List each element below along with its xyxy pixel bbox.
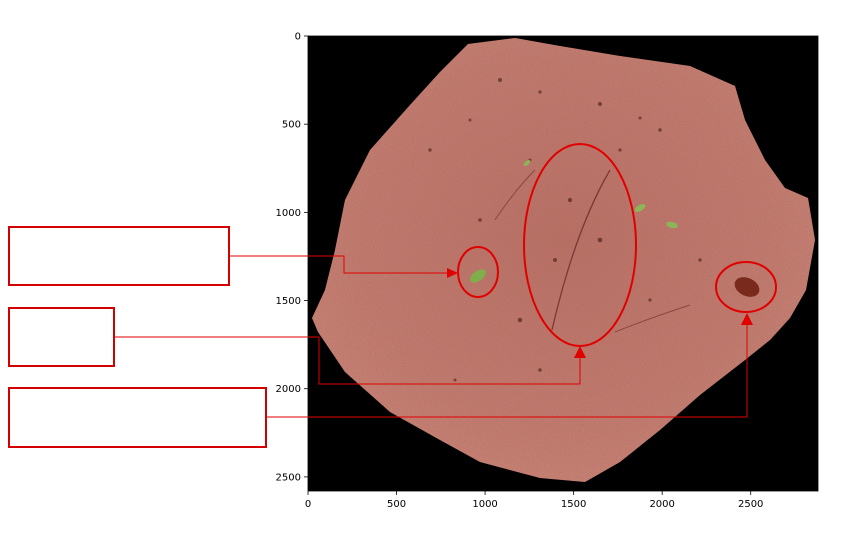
vessel-line (614, 304, 691, 333)
connector-line-1 (229, 255, 450, 274)
x-tick-label: 1000 (472, 499, 497, 510)
green-speck (470, 269, 486, 283)
x-tick-label: 500 (387, 499, 406, 510)
callout-box-1 (8, 226, 230, 286)
surface-pores (428, 78, 702, 382)
y-axis: 0 500 1000 1500 2000 2500 (276, 32, 308, 483)
plot-frame (307, 35, 819, 492)
connector-layer (114, 255, 748, 418)
x-tick-label: 1500 (561, 499, 586, 510)
dark-spot (734, 277, 760, 297)
x-axis: 0 500 1000 1500 2000 2500 (305, 491, 763, 510)
specimen-texture (312, 38, 815, 482)
y-tick-label: 0 (295, 32, 301, 43)
y-tick-label: 500 (282, 120, 301, 131)
x-tick-label: 2500 (738, 499, 763, 510)
arrowhead-up (741, 313, 753, 325)
green-speck (634, 204, 646, 212)
callout-box-3 (8, 387, 267, 448)
annotation-ellipse-dark-spot (715, 261, 777, 313)
connector-line-3 (266, 322, 748, 418)
x-tick-label: 2000 (649, 499, 674, 510)
green-speck (523, 160, 531, 166)
connector-line-2 (114, 336, 581, 385)
annotation-ellipse-green-speck (457, 246, 499, 298)
callout-box-2 (8, 307, 115, 367)
y-tick-label: 2500 (276, 472, 301, 483)
arrowheads (447, 268, 753, 358)
vessel-line (494, 169, 536, 221)
y-tick-label: 2000 (276, 384, 301, 395)
y-tick-label: 1500 (276, 296, 301, 307)
vessel-line (551, 169, 611, 331)
arrowhead-up (574, 346, 586, 358)
x-tick-label: 0 (305, 499, 311, 510)
arrowhead-right (447, 268, 458, 278)
y-tick-label: 1000 (276, 208, 301, 219)
green-speck (666, 221, 678, 229)
